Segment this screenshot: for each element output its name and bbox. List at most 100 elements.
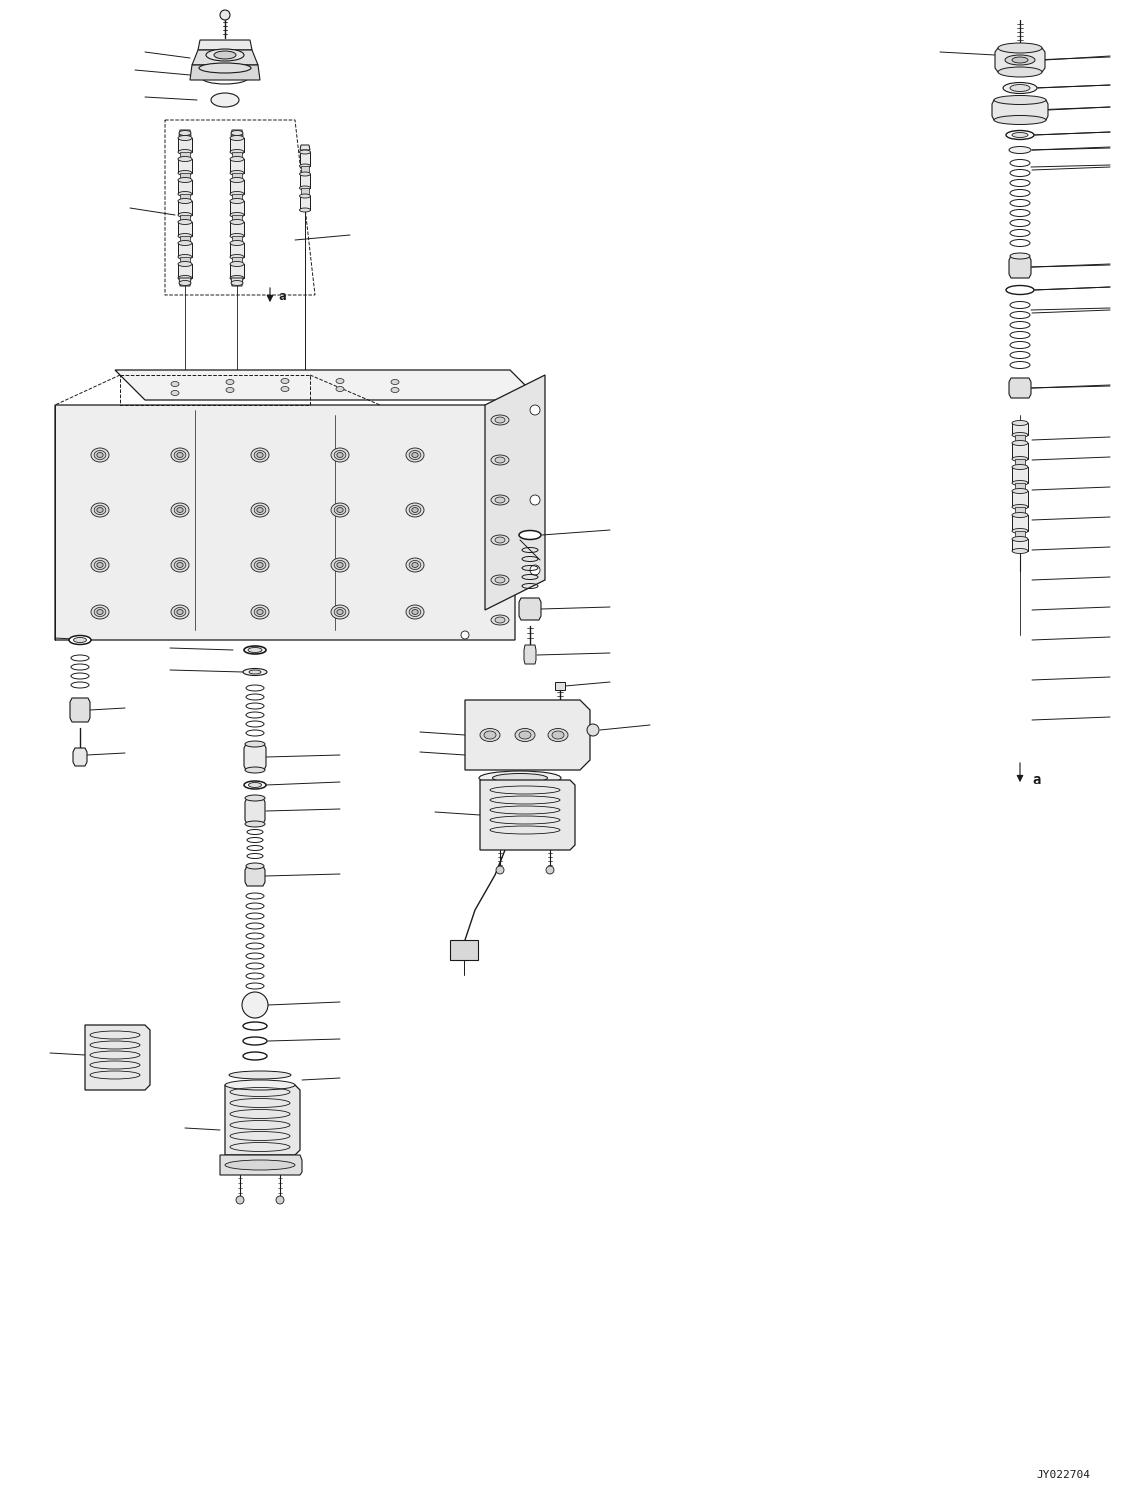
Ellipse shape — [255, 561, 266, 570]
Polygon shape — [1012, 467, 1028, 483]
Polygon shape — [301, 145, 310, 151]
Ellipse shape — [171, 391, 179, 395]
Ellipse shape — [177, 453, 184, 458]
Ellipse shape — [998, 43, 1041, 54]
Ellipse shape — [331, 447, 349, 462]
Ellipse shape — [96, 610, 103, 614]
Ellipse shape — [179, 280, 192, 285]
Ellipse shape — [491, 495, 509, 505]
Polygon shape — [198, 40, 252, 51]
Ellipse shape — [229, 1071, 291, 1079]
Ellipse shape — [249, 783, 262, 787]
Circle shape — [530, 406, 540, 414]
Ellipse shape — [94, 450, 106, 459]
Circle shape — [546, 866, 554, 874]
Polygon shape — [245, 798, 265, 825]
Polygon shape — [178, 222, 192, 236]
Polygon shape — [524, 646, 536, 663]
Ellipse shape — [178, 177, 192, 182]
Ellipse shape — [94, 607, 106, 617]
Polygon shape — [1015, 531, 1025, 540]
Ellipse shape — [73, 638, 86, 643]
Ellipse shape — [1006, 285, 1033, 295]
Polygon shape — [231, 264, 244, 277]
Ellipse shape — [206, 49, 244, 61]
Ellipse shape — [243, 668, 267, 675]
Ellipse shape — [1012, 504, 1028, 510]
Ellipse shape — [518, 731, 531, 740]
Ellipse shape — [406, 605, 424, 619]
Ellipse shape — [548, 729, 568, 741]
Polygon shape — [231, 180, 244, 194]
Polygon shape — [1009, 379, 1031, 398]
Ellipse shape — [178, 276, 192, 280]
Circle shape — [276, 1196, 284, 1205]
Ellipse shape — [91, 447, 109, 462]
Ellipse shape — [491, 455, 509, 465]
Ellipse shape — [1012, 432, 1028, 437]
Ellipse shape — [243, 1053, 267, 1060]
Ellipse shape — [994, 95, 1046, 104]
Ellipse shape — [251, 558, 270, 573]
Ellipse shape — [178, 234, 192, 239]
Ellipse shape — [174, 505, 186, 514]
Ellipse shape — [1002, 82, 1037, 94]
Polygon shape — [232, 194, 242, 201]
Polygon shape — [192, 51, 258, 66]
Ellipse shape — [178, 213, 192, 218]
Ellipse shape — [231, 261, 244, 267]
Ellipse shape — [409, 607, 421, 617]
Ellipse shape — [336, 379, 344, 383]
Ellipse shape — [231, 213, 244, 218]
Polygon shape — [85, 1024, 150, 1090]
Ellipse shape — [496, 417, 505, 423]
Polygon shape — [190, 66, 260, 81]
Ellipse shape — [1005, 55, 1035, 66]
Ellipse shape — [391, 388, 399, 392]
Polygon shape — [231, 243, 244, 256]
Ellipse shape — [479, 771, 561, 784]
Ellipse shape — [334, 505, 346, 514]
Ellipse shape — [245, 741, 265, 747]
Ellipse shape — [171, 447, 189, 462]
Polygon shape — [180, 173, 190, 180]
Ellipse shape — [231, 198, 244, 203]
Ellipse shape — [251, 447, 270, 462]
Ellipse shape — [299, 164, 311, 168]
Ellipse shape — [1012, 133, 1028, 137]
Ellipse shape — [231, 149, 244, 155]
Polygon shape — [231, 139, 244, 152]
Ellipse shape — [406, 502, 424, 517]
Ellipse shape — [257, 562, 263, 568]
Ellipse shape — [198, 63, 251, 73]
Ellipse shape — [174, 450, 186, 459]
Ellipse shape — [491, 414, 509, 425]
Ellipse shape — [245, 863, 264, 869]
Ellipse shape — [243, 1021, 267, 1030]
Polygon shape — [244, 744, 266, 769]
Ellipse shape — [231, 177, 244, 182]
Polygon shape — [115, 370, 540, 400]
Ellipse shape — [1012, 465, 1028, 470]
Ellipse shape — [337, 453, 343, 458]
Circle shape — [587, 725, 599, 737]
Ellipse shape — [334, 561, 346, 570]
Ellipse shape — [479, 729, 500, 741]
Polygon shape — [55, 406, 515, 640]
Ellipse shape — [178, 191, 192, 197]
Ellipse shape — [96, 562, 103, 568]
Ellipse shape — [496, 458, 505, 464]
Polygon shape — [232, 173, 242, 180]
Ellipse shape — [337, 610, 343, 614]
Ellipse shape — [69, 635, 91, 644]
Ellipse shape — [409, 450, 421, 459]
Ellipse shape — [178, 170, 192, 176]
Ellipse shape — [245, 822, 265, 828]
Ellipse shape — [251, 605, 270, 619]
Ellipse shape — [412, 610, 419, 614]
Ellipse shape — [171, 502, 189, 517]
Ellipse shape — [178, 255, 192, 259]
Ellipse shape — [231, 136, 244, 140]
Ellipse shape — [177, 507, 184, 513]
Ellipse shape — [484, 731, 496, 740]
